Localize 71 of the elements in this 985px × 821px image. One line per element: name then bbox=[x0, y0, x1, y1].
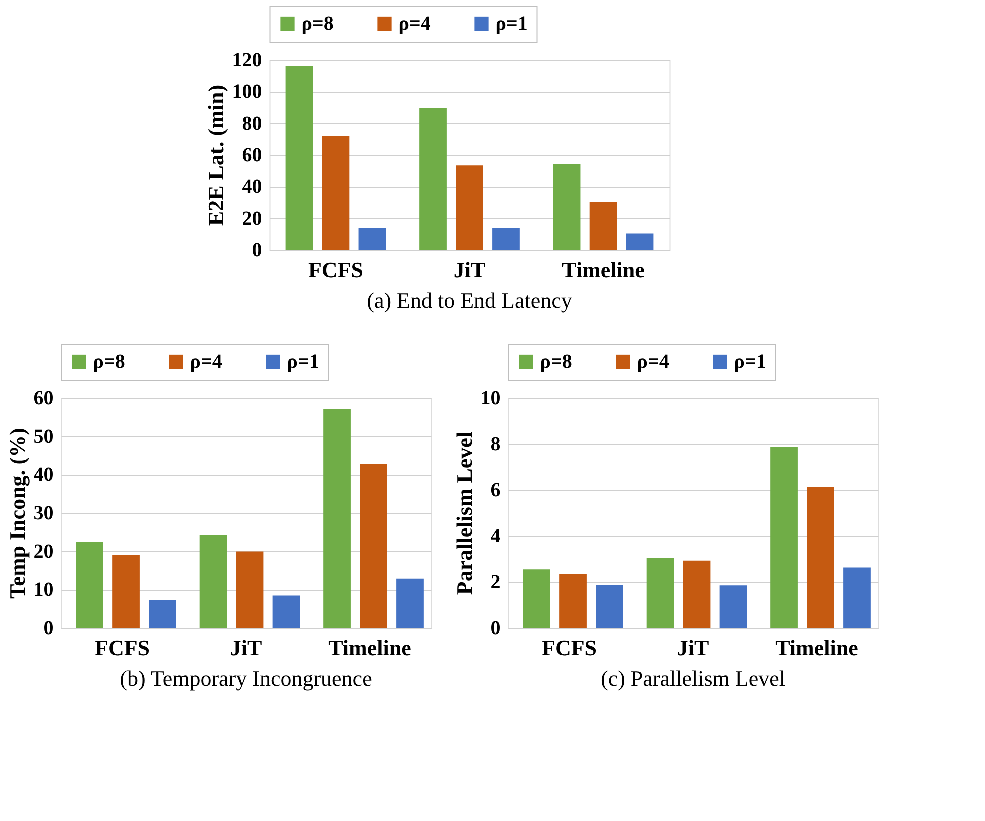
y-tick-label: 0 bbox=[252, 240, 262, 262]
y-tick-label: 4 bbox=[490, 526, 501, 548]
y-tick-label: 60 bbox=[34, 388, 54, 410]
y-tick-label: 8 bbox=[490, 434, 501, 456]
y-tick-label: 20 bbox=[242, 208, 262, 230]
y-tick-label: 6 bbox=[490, 480, 501, 502]
x-tick-label: FCFS bbox=[308, 258, 364, 282]
legend-label: ρ=4 bbox=[190, 351, 222, 373]
y-tick-label: 40 bbox=[242, 176, 262, 198]
bar bbox=[523, 570, 550, 628]
y-tick-label: 10 bbox=[34, 579, 54, 602]
y-tick-label: 2 bbox=[490, 572, 501, 594]
bar bbox=[358, 228, 386, 250]
x-tick-label: FCFS bbox=[95, 636, 150, 660]
x-tick-label: FCFS bbox=[542, 636, 598, 660]
legend-label: ρ=8 bbox=[93, 351, 126, 373]
text: (a) End to End Latency bbox=[367, 288, 572, 313]
y-tick-label: 20 bbox=[34, 540, 54, 563]
bar bbox=[560, 574, 587, 628]
bar bbox=[646, 558, 674, 628]
bar bbox=[360, 464, 388, 628]
bar bbox=[396, 578, 424, 628]
y-tick-label: 0 bbox=[490, 618, 501, 640]
legend-label: ρ=4 bbox=[637, 351, 670, 373]
bar bbox=[844, 568, 871, 628]
text: (b) Temporary Incongruence bbox=[120, 666, 372, 691]
bar bbox=[272, 596, 300, 628]
bar bbox=[286, 66, 314, 250]
bar bbox=[236, 552, 264, 628]
bar bbox=[590, 202, 618, 250]
bar bbox=[149, 600, 176, 628]
bar bbox=[112, 555, 140, 628]
bar bbox=[76, 542, 104, 628]
y-axis-title: Temp Incong. (%) bbox=[4, 428, 30, 599]
legend-label: ρ=1 bbox=[734, 351, 766, 373]
x-tick-label: Timeline bbox=[562, 258, 646, 282]
x-tick-label: JiT bbox=[677, 636, 710, 660]
bar bbox=[456, 166, 484, 250]
legend-label: ρ=1 bbox=[287, 351, 320, 373]
bar bbox=[200, 535, 228, 628]
bar bbox=[596, 584, 624, 628]
y-tick-label: 120 bbox=[232, 50, 262, 72]
bar bbox=[720, 586, 748, 628]
x-tick-label: Timeline bbox=[776, 636, 859, 660]
bar bbox=[807, 487, 834, 628]
bar bbox=[420, 108, 447, 250]
legend-label: ρ=8 bbox=[302, 13, 334, 35]
legend-label: ρ=4 bbox=[398, 13, 431, 35]
y-axis-title: E2E Lat. (min) bbox=[203, 84, 228, 226]
bar bbox=[626, 234, 654, 250]
y-tick-label: 40 bbox=[34, 464, 54, 486]
x-tick-label: JiT bbox=[230, 636, 262, 660]
y-tick-label: 60 bbox=[242, 144, 262, 166]
y-tick-label: 50 bbox=[34, 426, 54, 448]
legend-label: ρ=8 bbox=[540, 351, 572, 373]
y-tick-label: 30 bbox=[34, 502, 54, 524]
y-tick-label: 10 bbox=[480, 388, 501, 410]
bar bbox=[770, 446, 798, 628]
bar bbox=[324, 409, 351, 628]
y-tick-label: 100 bbox=[232, 81, 262, 104]
legend-label: ρ=1 bbox=[496, 13, 528, 35]
x-tick-label: Timeline bbox=[328, 636, 412, 660]
y-axis-title: Parallelism Level bbox=[452, 432, 477, 596]
y-tick-label: 0 bbox=[44, 618, 54, 640]
bar bbox=[553, 164, 581, 250]
x-tick-label: JiT bbox=[454, 258, 486, 282]
bar bbox=[683, 560, 711, 628]
bar bbox=[492, 228, 520, 250]
y-tick-label: 80 bbox=[242, 112, 262, 135]
text: (c) Parallelism Level bbox=[601, 666, 786, 691]
bar bbox=[322, 136, 350, 250]
